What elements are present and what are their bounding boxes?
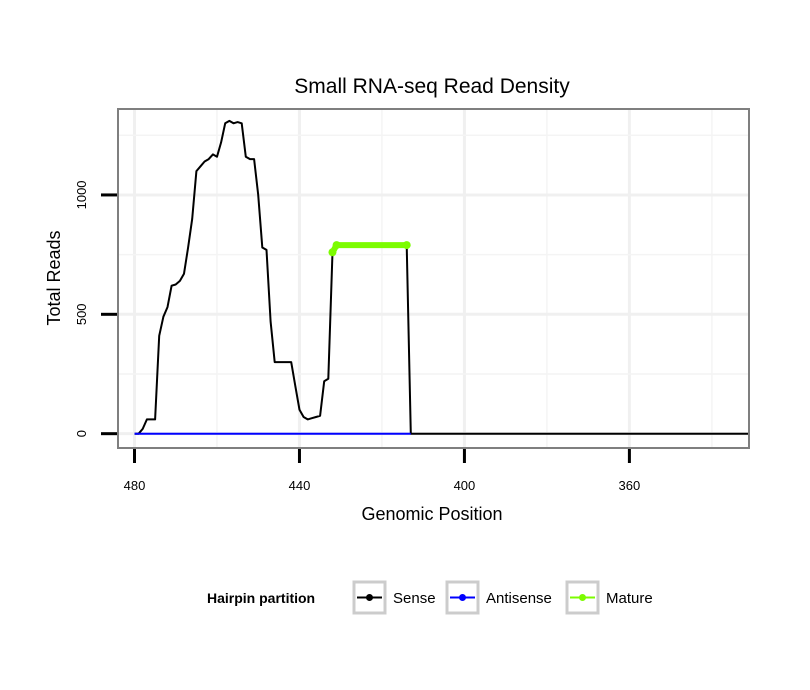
- x-axis: 480 440 400 360: [124, 449, 641, 493]
- y-axis-label: Total Reads: [44, 230, 64, 325]
- series-line-sense: [134, 119, 749, 435]
- series-layer: [134, 119, 749, 435]
- legend-label-sense: Sense: [393, 590, 436, 607]
- plot-border: [117, 108, 750, 449]
- y-tick-label: 0: [74, 430, 89, 437]
- legend-title: Hairpin partition: [207, 590, 315, 606]
- legend-point-mature: [579, 594, 586, 601]
- y-tick-label: 1000: [74, 180, 89, 209]
- series-point-mature: [328, 248, 337, 257]
- chart-title: Small RNA-seq Read Density: [294, 75, 570, 98]
- x-tick-label: 400: [454, 478, 476, 493]
- legend-label-mature: Mature: [606, 590, 653, 607]
- y-axis: 0 500 1000: [74, 180, 117, 437]
- x-tick-label: 440: [289, 478, 311, 493]
- legend-point-antisense: [459, 594, 466, 601]
- series-point-mature: [332, 241, 341, 250]
- series-point-mature: [402, 241, 411, 250]
- x-axis-label: Genomic Position: [361, 504, 502, 524]
- grid: [118, 109, 749, 448]
- y-tick-label: 500: [74, 303, 89, 325]
- legend: Hairpin partition Sense Antisense Mature: [207, 580, 653, 615]
- legend-point-sense: [366, 594, 373, 601]
- series-line-mature: [329, 242, 407, 254]
- legend-label-antisense: Antisense: [486, 590, 552, 607]
- x-tick-label: 360: [619, 478, 641, 493]
- x-tick-label: 480: [124, 478, 146, 493]
